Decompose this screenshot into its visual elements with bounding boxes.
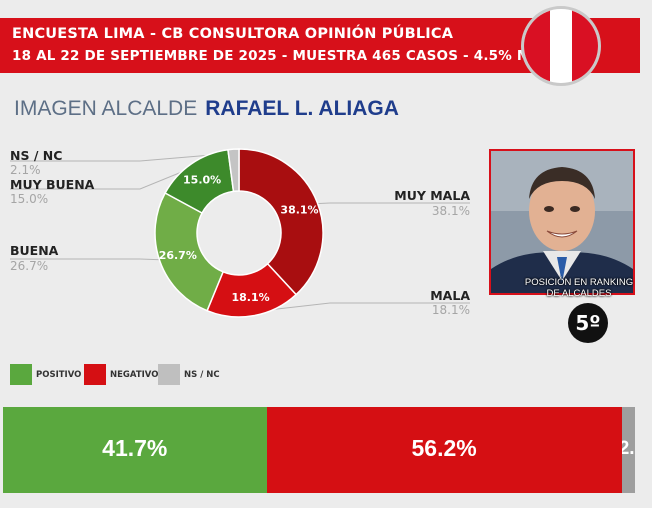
pct-mala: 18.1% (431, 303, 470, 317)
legend-swatch-ns-nc (158, 364, 180, 385)
chart-title: IMAGEN ALCALDE RAFAEL L. ALIAGA (14, 97, 399, 121)
summary-value-negativo: 56.2% (411, 435, 477, 461)
title-prefix: IMAGEN ALCALDE (14, 97, 198, 120)
legend-item-negativo: NEGATIVO (84, 364, 158, 385)
label-muy-mala: MUY MALA (394, 188, 470, 203)
summary-value-positivo: 41.7% (102, 435, 168, 461)
label-buena: BUENA (10, 243, 59, 258)
ranking-position-badge: 5º (568, 303, 608, 343)
mayor-photo (489, 149, 635, 295)
summary-value-ns-nc: 2.1% (621, 438, 635, 459)
label-muy-buena: MUY BUENA (10, 177, 95, 192)
donut-slice-buena (154, 191, 225, 312)
leader-line-muy-mala (313, 202, 470, 205)
ranking-caption: POSICIÓN EN RANKING DE ALCALDES (524, 277, 634, 299)
slice-value-buena: 26.7% (159, 249, 197, 262)
legend-swatch-negativo (84, 364, 106, 385)
summary-bar-positivo: 41.7% (3, 407, 267, 493)
leader-line-ns-nc (10, 152, 234, 162)
pct-buena: 26.7% (10, 259, 49, 273)
survey-title: ENCUESTA LIMA - CB CONSULTORA OPINIÓN PÚ… (12, 26, 454, 42)
label-mala: MALA (430, 288, 470, 303)
donut-slice-ns-nc (227, 148, 240, 193)
pct-muy-mala: 38.1% (431, 204, 470, 218)
donut-slice-muy-mala (238, 148, 324, 296)
leader-line-mala (253, 302, 470, 313)
legend-label-positivo: POSITIVO (36, 369, 82, 380)
legend-label-negativo: NEGATIVO (110, 369, 159, 380)
leader-line-buena (10, 258, 164, 261)
legend-item-ns-nc: NS / NC (158, 364, 220, 385)
survey-details: 18 AL 22 DE SEPTIEMBRE DE 2025 - MUESTRA… (12, 48, 551, 64)
slice-value-muy-buena: 15.0% (183, 173, 221, 186)
slice-value-mala: 18.1% (231, 291, 269, 304)
legend-label-ns-nc: NS / NC (184, 369, 220, 380)
label-ns-nc: NS / NC (10, 148, 63, 163)
slice-value-muy-mala: 38.1% (280, 203, 318, 216)
legend-item-positivo: POSITIVO (10, 364, 81, 385)
peru-flag-icon (521, 6, 601, 86)
pct-muy-buena: 15.0% (10, 192, 49, 206)
summary-bar-ns-nc: 2.1% (621, 407, 635, 493)
legend-swatch-positivo (10, 364, 32, 385)
summary-bar-negativo: 56.2% (266, 407, 622, 493)
mayor-name: RAFAEL L. ALIAGA (205, 97, 399, 120)
pct-ns-nc: 2.1% (10, 163, 41, 177)
leader-lines (10, 152, 470, 313)
leader-line-muy-buena (10, 166, 194, 190)
